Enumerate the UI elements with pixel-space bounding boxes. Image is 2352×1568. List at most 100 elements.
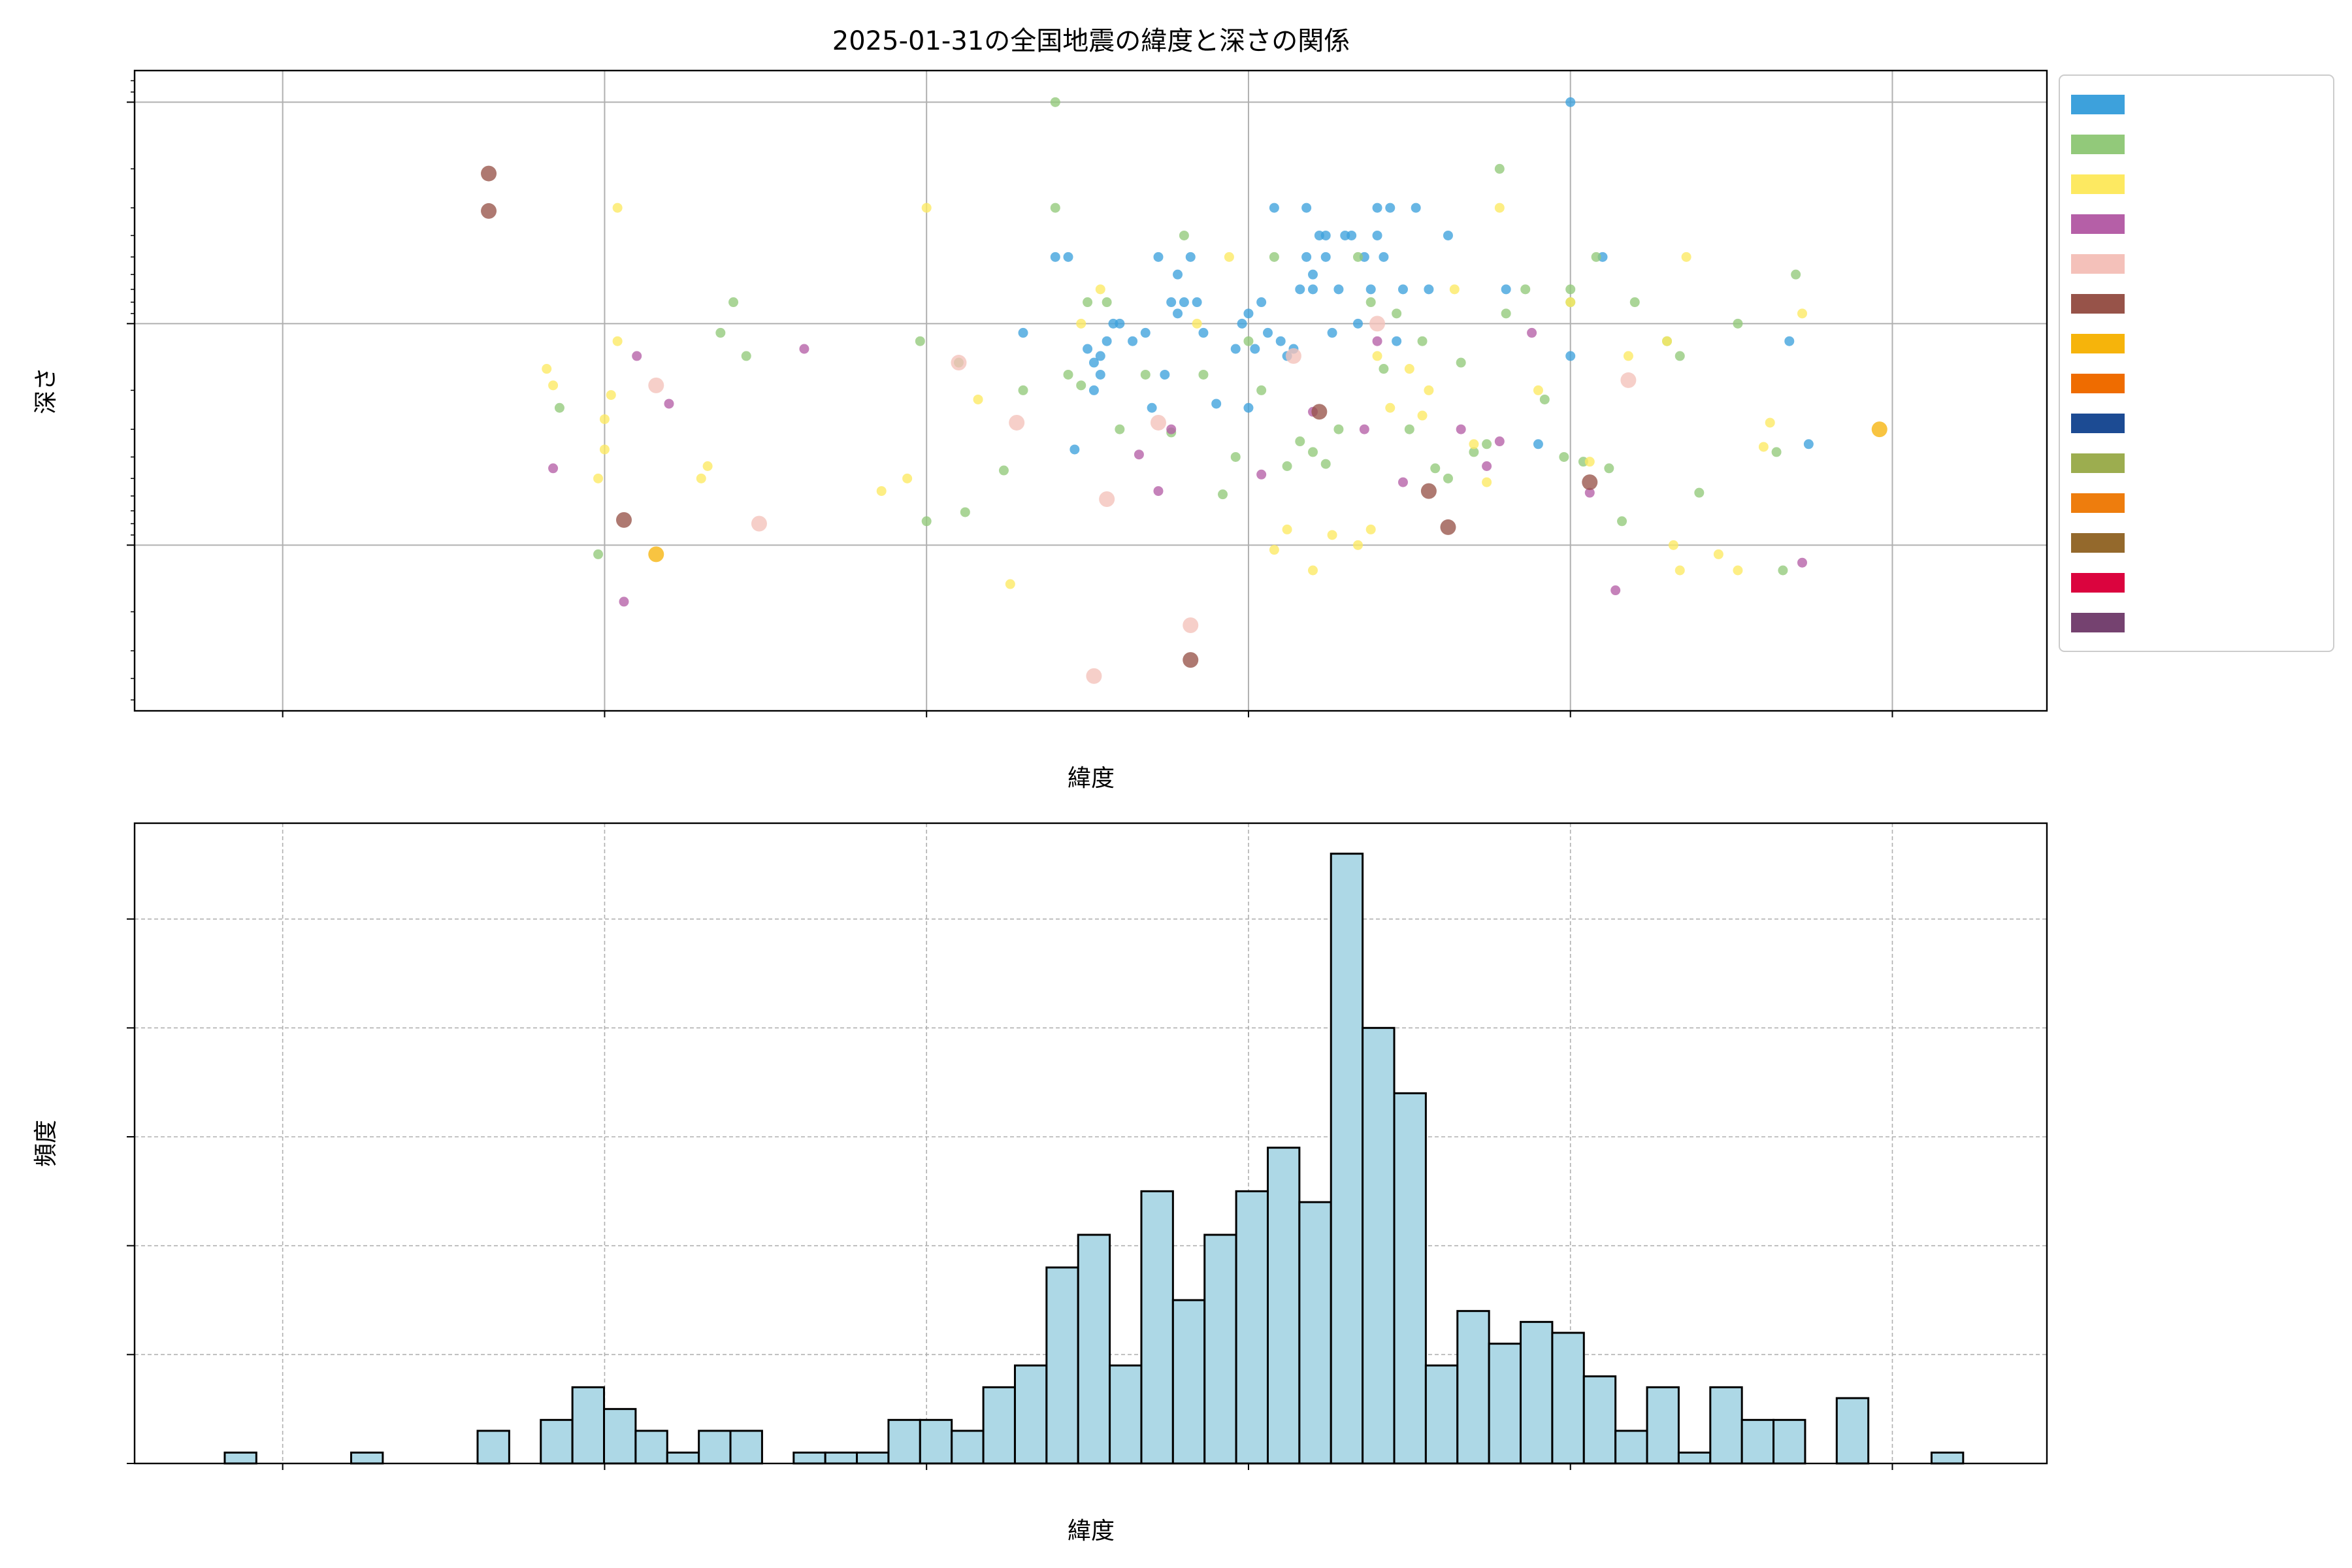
scatter-point <box>1018 385 1028 395</box>
scatter-point <box>1269 545 1279 555</box>
scatter-point <box>1392 308 1402 319</box>
scatter-point <box>1005 579 1015 589</box>
scatter-point <box>1308 269 1318 280</box>
scatter-point <box>1243 402 1254 413</box>
scatter-point <box>1584 487 1595 498</box>
scatter-point <box>1050 97 1060 107</box>
scatter-point <box>1183 617 1199 633</box>
scatter-point <box>1192 297 1202 308</box>
scatter-point <box>1173 269 1183 280</box>
histogram-bar <box>540 1418 574 1465</box>
histogram-bar <box>1488 1343 1522 1465</box>
histogram-bar <box>887 1418 921 1465</box>
scatter-point <box>1681 252 1691 262</box>
scatter-point <box>1050 252 1060 262</box>
histogram-bar <box>666 1451 700 1465</box>
scatter-point <box>593 549 604 559</box>
scatter-point <box>1501 284 1511 295</box>
scatter-point <box>1088 357 1099 368</box>
scatter-point <box>1771 447 1782 457</box>
scatter-point <box>1166 424 1177 434</box>
legend-swatch <box>2071 573 2125 593</box>
scatter-point <box>1501 308 1511 319</box>
scatter-point <box>1128 336 1138 346</box>
legend-swatch <box>2071 374 2125 393</box>
scatter-points <box>481 97 1887 684</box>
scatter-grid <box>135 71 2047 711</box>
scatter-point <box>876 486 887 497</box>
histogram-bar <box>698 1429 732 1465</box>
scatter-point <box>1237 318 1247 329</box>
scatter-point <box>1372 230 1382 240</box>
scatter-point <box>1050 203 1060 213</box>
scatter-point <box>1224 252 1234 262</box>
histogram-bar <box>1045 1266 1079 1465</box>
histogram-bar <box>1140 1190 1174 1465</box>
scatter-point <box>1733 565 1743 576</box>
scatter-point <box>1076 380 1086 391</box>
scatter-point <box>1565 351 1576 361</box>
scatter-point <box>1352 252 1363 262</box>
scatter-point <box>1218 489 1228 500</box>
chart-title: 2025-01-31の全国地震の緯度と深さの関係 <box>832 26 1350 56</box>
histogram-bar <box>1582 1375 1617 1465</box>
scatter-point <box>960 507 970 517</box>
scatter-point <box>1469 439 1479 449</box>
scatter-point <box>1565 284 1576 295</box>
scatter-point <box>1102 336 1112 346</box>
scatter-point <box>1379 364 1389 374</box>
scatter-point <box>1365 297 1376 308</box>
scatter-point <box>548 380 559 391</box>
legend-swatch <box>2071 334 2125 353</box>
scatter-point <box>1179 297 1189 308</box>
scatter-point <box>1102 297 1112 308</box>
scatter-point <box>1424 385 1434 395</box>
scatter-point <box>1134 449 1144 460</box>
scatter-point <box>1443 473 1453 483</box>
scatter-point <box>1668 540 1678 550</box>
legend-swatch <box>2071 135 2125 154</box>
scatter-point <box>1758 442 1769 452</box>
histogram-bar <box>919 1418 953 1465</box>
scatter-point <box>951 355 967 371</box>
scatter-point <box>1385 203 1396 213</box>
scatter-point <box>1520 284 1531 295</box>
histogram-bar <box>1709 1386 1743 1465</box>
histogram-ticks <box>127 918 1893 1470</box>
scatter-point <box>1610 585 1621 596</box>
scatter-point <box>1456 424 1466 434</box>
scatter-point <box>741 351 751 361</box>
scatter-point <box>1352 318 1363 329</box>
scatter-point <box>1153 486 1164 497</box>
scatter-point <box>696 473 706 483</box>
scatter-point <box>998 465 1009 476</box>
histogram-bar <box>1013 1364 1048 1465</box>
scatter-point <box>1282 461 1292 471</box>
scatter-point <box>1256 297 1267 308</box>
scatter-point <box>1527 327 1537 338</box>
scatter-point <box>542 364 552 374</box>
scatter-point <box>1311 404 1328 420</box>
scatter-point <box>1063 369 1073 380</box>
scatter-point <box>1140 327 1151 338</box>
scatter-point <box>1778 565 1788 576</box>
scatter-point <box>1250 344 1260 354</box>
scatter-point <box>1791 269 1801 280</box>
scatter-point <box>1095 284 1105 295</box>
scatter-point <box>1420 483 1437 499</box>
histogram-bar <box>1298 1201 1332 1465</box>
scatter-point <box>1662 336 1673 346</box>
histogram-bar <box>1456 1310 1490 1465</box>
scatter-point <box>1733 318 1743 329</box>
scatter-point <box>1256 385 1267 395</box>
scatter-point <box>1629 297 1640 308</box>
scatter-point <box>1243 308 1254 319</box>
scatter-point <box>1784 336 1795 346</box>
scatter-point <box>1482 439 1492 449</box>
histogram-bar <box>603 1408 637 1465</box>
scatter-point <box>1295 284 1305 295</box>
scatter-point <box>1494 203 1505 213</box>
legend-swatch <box>2071 254 2125 274</box>
scatter-point <box>1088 385 1099 395</box>
legend-swatch <box>2071 613 2125 632</box>
